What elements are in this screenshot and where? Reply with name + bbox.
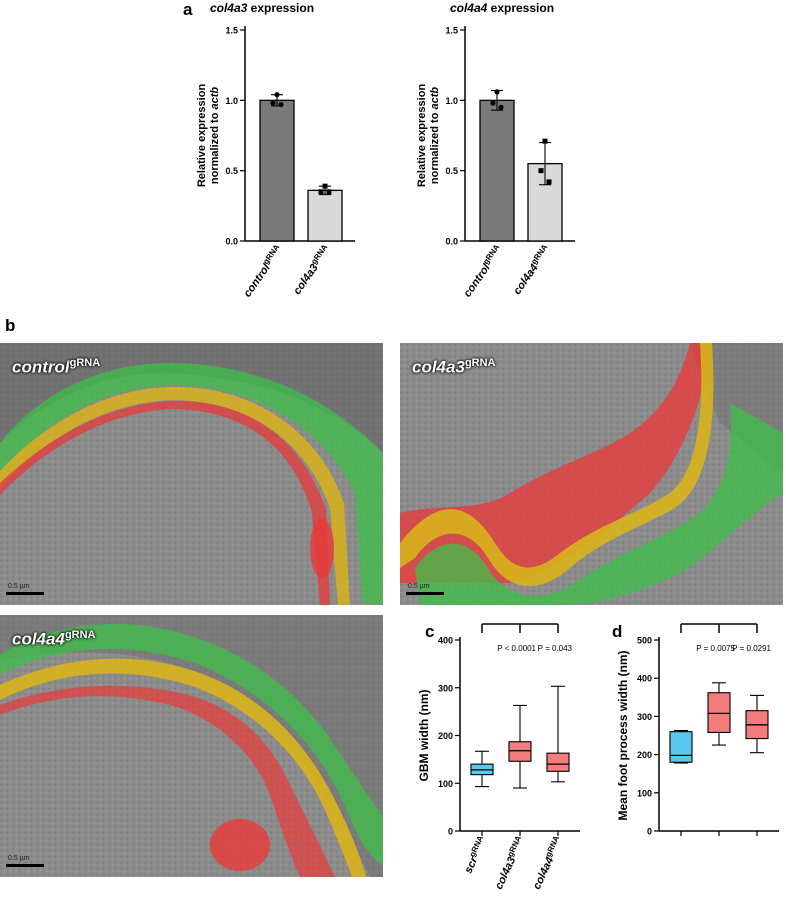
data-point	[498, 104, 504, 110]
y-axis-label: GBM width (nm)	[417, 690, 431, 782]
y-label-line1: Relative expression	[196, 84, 208, 188]
box-plot-foot-process-width: 0 100 200 300 400 500 Mean foot process width …	[616, 623, 779, 837]
p-value-2: P = 0.043	[538, 644, 573, 653]
scale-bar	[406, 592, 444, 595]
y-tick-label: 300	[637, 712, 652, 722]
bar	[307, 189, 343, 242]
bar	[479, 99, 515, 242]
y-label-line1: Relative expression	[416, 84, 428, 188]
data-point	[538, 168, 544, 174]
scale-text: 0.5 µm	[408, 583, 430, 590]
y-tick-label: 300	[438, 683, 453, 693]
x-tick-label: controlgRNA	[459, 242, 505, 299]
bar-chart-col4a4: col4a4 expression 0.0 0.5 1.0 1.5 Relative ex…	[416, 1, 575, 299]
category-label: controlgRNA	[239, 242, 285, 299]
panel-letter-d: d	[612, 622, 623, 641]
data-point	[542, 138, 548, 144]
p-value-2: P = 0.0291	[732, 644, 771, 653]
y-tick-label: 0.5	[445, 166, 458, 176]
data-point	[322, 183, 328, 189]
box	[669, 731, 693, 763]
box	[546, 752, 570, 772]
y-axis-label: Relative expression normalized to actb	[416, 84, 441, 188]
scale-text: 0.5 µm	[8, 583, 30, 590]
box-plot-gbm-width: 0 100 200 300 400 GBM width (nm) P < 0.0001 P =…	[417, 623, 580, 892]
chart-title: col4a4 expression	[450, 1, 554, 15]
em-label-control: controlgRNA	[12, 357, 101, 377]
em-micrograph-col4a4	[0, 615, 383, 877]
y-label-line2: normalized to actb	[429, 87, 441, 184]
y-tick-label: 0.5	[225, 166, 238, 176]
em-label-col4a4: col4a4gRNA	[12, 629, 96, 649]
y-tick-label: 1.5	[225, 26, 238, 36]
bar	[259, 99, 295, 242]
box	[707, 692, 731, 733]
p-value-1: P = 0.0075	[696, 644, 735, 653]
em-image-control: controlgRNA 0.5 µm	[0, 343, 383, 605]
y-tick-label: 200	[438, 731, 453, 741]
y-tick-label: 1.0	[445, 96, 458, 106]
panel-letter-b: b	[5, 316, 16, 335]
scale-bar	[6, 864, 44, 867]
y-tick-label: 1.5	[445, 26, 458, 36]
em-label-col4a3: col4a3gRNA	[412, 357, 496, 377]
x-tick-label: col4a3gRNA	[491, 834, 528, 892]
em-image-col4a4: col4a4gRNA 0.5 µm	[0, 615, 383, 877]
box	[508, 741, 532, 762]
y-tick-label: 400	[637, 674, 652, 684]
data-point	[494, 89, 500, 95]
y-axis-label: Mean foot process width (nm)	[616, 650, 630, 820]
x-tick-label: col4a3gRNA	[289, 242, 333, 297]
data-point	[270, 100, 276, 106]
category-label: col4a3gRNA	[289, 242, 333, 297]
em-image-col4a3: col4a3gRNA 0.5 µm	[400, 343, 783, 605]
y-tick-label: 0.0	[225, 237, 238, 247]
data-point	[278, 101, 284, 108]
x-tick-label: controlgRNA	[239, 242, 285, 299]
category-label: col4a4gRNA	[529, 834, 566, 892]
y-axis-label: Relative expression normalized to actb	[196, 84, 221, 188]
category-label: controlgRNA	[459, 242, 505, 299]
chart-title: col4a3 expression	[210, 1, 314, 15]
y-tick-label: 500	[637, 636, 652, 646]
y-tick-label: 1.0	[225, 96, 238, 106]
y-tick-label: 200	[637, 750, 652, 760]
y-tick-label: 0	[647, 827, 652, 837]
y-tick-label: 0	[448, 827, 453, 837]
data-point	[490, 100, 496, 106]
data-point	[318, 189, 324, 195]
category-label: scrgRNA	[460, 834, 490, 875]
data-point	[326, 189, 332, 195]
p-value-1: P < 0.0001	[497, 644, 536, 653]
y-tick-label: 0.0	[445, 237, 458, 247]
y-tick-label: 400	[438, 636, 453, 646]
em-micrograph-col4a3	[400, 343, 783, 605]
y-tick-label: 100	[637, 788, 652, 798]
x-tick-label: scrgRNA	[460, 834, 490, 875]
x-tick-label: col4a4gRNA	[509, 242, 553, 297]
scale-text: 0.5 µm	[8, 855, 30, 862]
y-label: Mean foot process width (nm)	[616, 650, 630, 820]
y-label-line2: normalized to actb	[209, 87, 221, 184]
em-micrograph-control	[0, 343, 383, 605]
category-label: col4a3gRNA	[491, 834, 528, 892]
y-label: GBM width (nm)	[417, 690, 431, 782]
data-point	[546, 179, 552, 185]
panel-letter-c: c	[425, 622, 435, 641]
y-tick-label: 100	[438, 779, 453, 789]
bar-chart-col4a3: col4a3 expression 0.0 0.5 1.0 1.5 Relative ex…	[196, 1, 355, 299]
data-point	[274, 92, 280, 98]
scale-bar	[6, 592, 44, 595]
x-tick-label: col4a4gRNA	[529, 834, 566, 892]
panel-letter-a: a	[183, 0, 193, 19]
category-label: col4a4gRNA	[509, 242, 553, 297]
